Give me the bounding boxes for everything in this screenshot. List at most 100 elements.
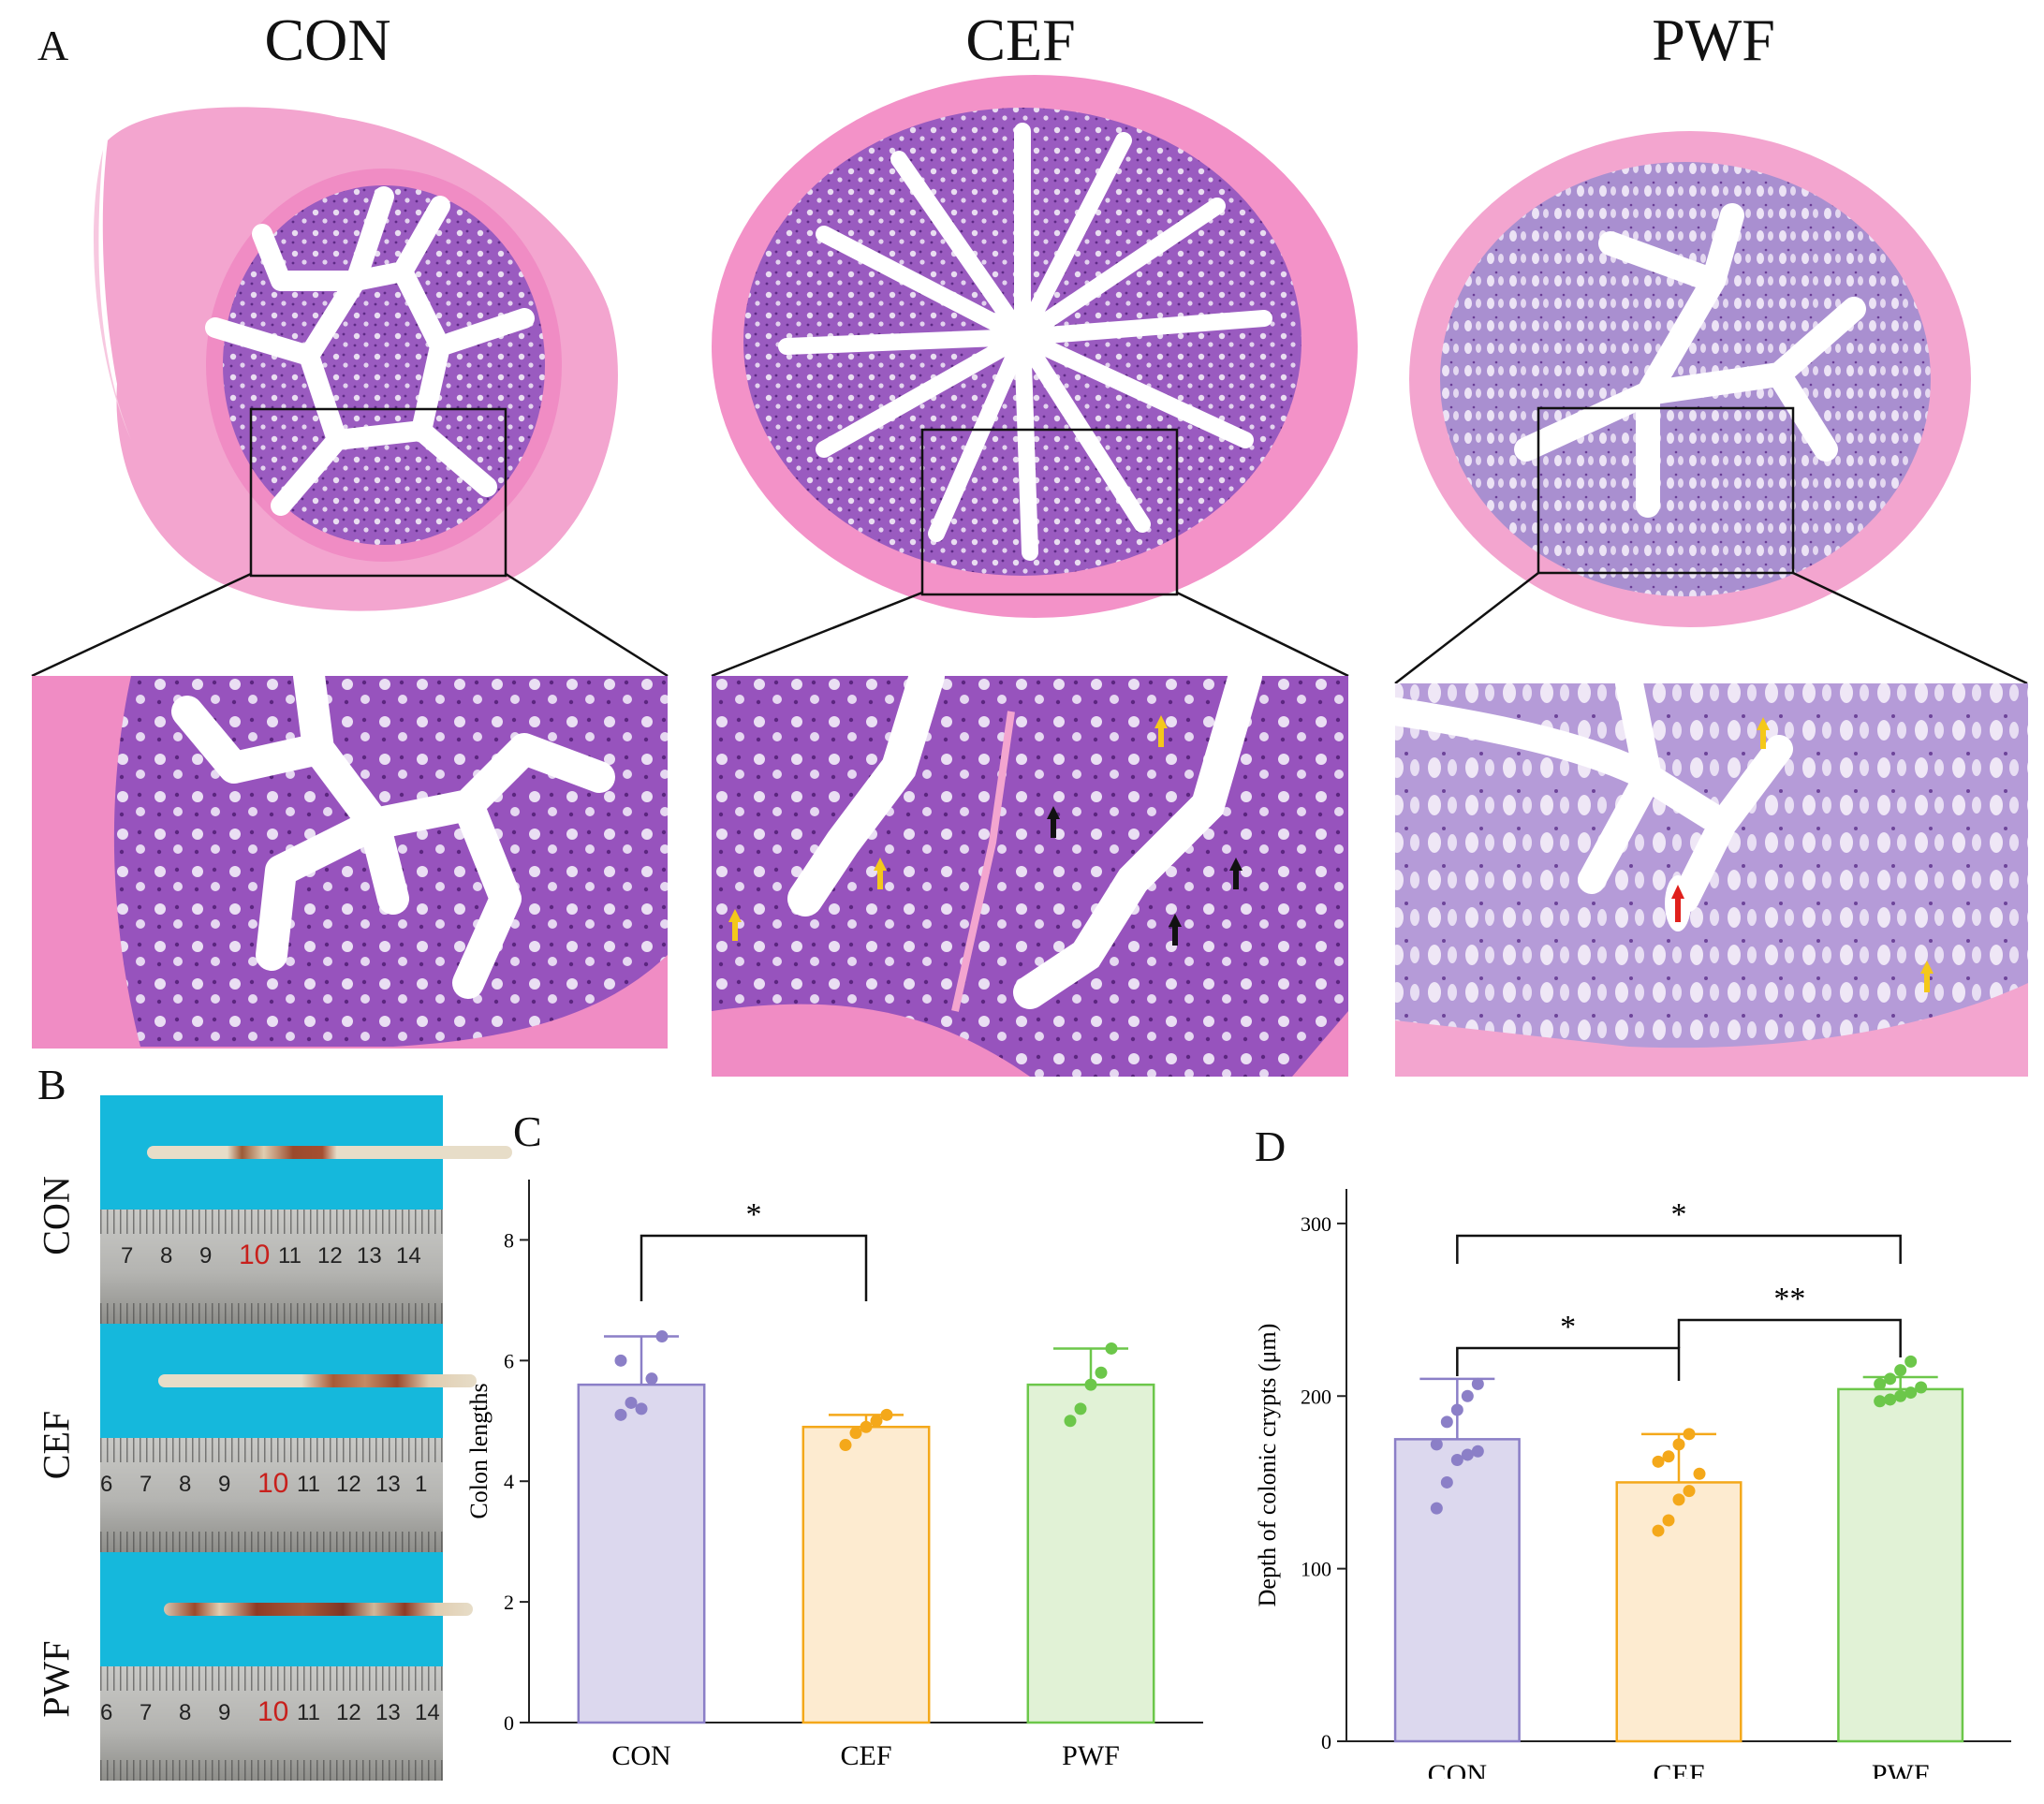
y-tick-label: 200 [1301, 1385, 1331, 1408]
data-point-con [645, 1372, 658, 1386]
ruler-number: 14 [396, 1243, 421, 1269]
ruler-number: 13 [357, 1243, 382, 1269]
data-point-con [625, 1396, 638, 1409]
data-point-pwf [1915, 1381, 1928, 1394]
y-tick-label: 6 [504, 1349, 514, 1372]
photo-label-con: CON [35, 1176, 78, 1255]
significance-label: * [1671, 1197, 1687, 1232]
data-point-cef [1652, 1455, 1665, 1468]
chart-colon-lengths: 0 2 4 6 8 Colon lengths CON CEF PWF * [465, 1180, 1203, 1769]
y-tick-label: 8 [504, 1228, 514, 1252]
data-point-pwf [1904, 1386, 1918, 1400]
x-tick-label: CON [1428, 1759, 1487, 1779]
data-point-pwf [1894, 1389, 1907, 1402]
cef-goblet-arrows [728, 715, 1243, 946]
ruler-number: 12 [336, 1472, 361, 1497]
colon-specimen [147, 1146, 512, 1159]
bar-con [1393, 1438, 1521, 1743]
data-point-pwf [1084, 1378, 1097, 1391]
histology-title-cef: CEF [965, 7, 1076, 73]
bar-con [577, 1383, 706, 1724]
data-point-con [1471, 1445, 1484, 1458]
data-point-cef [1672, 1493, 1685, 1506]
data-point-cef [1683, 1485, 1696, 1498]
significance-label: * [746, 1197, 762, 1232]
data-point-con [614, 1354, 627, 1367]
data-point-cef [870, 1415, 883, 1428]
histology-title-con: CON [264, 7, 391, 73]
data-point-con [635, 1402, 648, 1415]
colon-photo-pwf: 6 7 8 9 10 11 12 13 14 [100, 1552, 473, 1781]
x-tick-label: CEF [1653, 1759, 1704, 1779]
data-point-cef [1662, 1450, 1675, 1463]
data-point-pwf [1095, 1366, 1108, 1379]
histology-title-pwf: PWF [1652, 7, 1775, 73]
colon-specimen [164, 1603, 473, 1616]
colon-photo-con: 7 8 9 10 11 12 13 14 [100, 1095, 512, 1324]
data-point-cef [1683, 1428, 1696, 1441]
ruler-numbers: 6 7 8 9 10 11 12 13 14 [100, 1696, 443, 1738]
ruler-number: 14 [415, 1700, 440, 1725]
y-tick-label: 4 [504, 1470, 514, 1493]
data-point-con [1440, 1475, 1453, 1489]
ruler-number: 13 [375, 1472, 401, 1497]
significance-bracket [1456, 1234, 1902, 1264]
data-point-cef [1662, 1514, 1675, 1527]
ruler-number: 10 [257, 1468, 289, 1499]
data-point-con [1450, 1403, 1463, 1416]
ruler-number: 1 [415, 1472, 428, 1497]
ruler-number: 13 [375, 1700, 401, 1725]
significance-bracket [1677, 1318, 1902, 1357]
ruler-number: 7 [121, 1243, 134, 1269]
ruler-number: 8 [160, 1243, 173, 1269]
ruler-number: 11 [297, 1700, 320, 1725]
data-point-pwf [1874, 1395, 1887, 1408]
panel-b-label: B [37, 1061, 66, 1108]
data-point-pwf [1904, 1355, 1918, 1368]
data-point-cef [880, 1408, 893, 1421]
data-point-pwf [1074, 1402, 1087, 1415]
panel-a-label: A [37, 22, 69, 69]
data-point-cef [839, 1439, 852, 1452]
photo-label-pwf: PWF [35, 1640, 78, 1718]
colon-specimen [158, 1374, 477, 1387]
ruler-number: 12 [336, 1700, 361, 1725]
data-point-con [614, 1408, 627, 1421]
bar-cef [1615, 1481, 1743, 1743]
data-point-con [1430, 1438, 1443, 1451]
ruler-number: 8 [179, 1700, 192, 1725]
y-tick-label: 300 [1301, 1212, 1331, 1236]
y-axis-label: Depth of colonic crypts (μm) [1254, 1324, 1281, 1607]
data-point-cef [860, 1420, 873, 1433]
data-point-cef [1652, 1524, 1665, 1537]
data-point-con [1461, 1389, 1474, 1402]
ruler-number: 9 [218, 1472, 231, 1497]
y-tick-label: 0 [504, 1711, 514, 1735]
panel-d-label: D [1255, 1122, 1287, 1170]
pwf-overview-section [1409, 131, 1971, 627]
data-point-pwf [1894, 1364, 1907, 1377]
ruler-numbers: 7 8 9 10 11 12 13 14 [100, 1239, 443, 1281]
con-overview-section [94, 107, 618, 611]
ruler-number: 6 [100, 1472, 113, 1497]
chart-crypt-depth: 0 100 200 300 Depth of colonic crypts (μm) CO… [1254, 1189, 2011, 1779]
ruler-number: 7 [140, 1472, 153, 1497]
con-zoom-section [32, 660, 669, 1049]
data-point-con [1461, 1448, 1474, 1461]
ruler-number: 12 [317, 1243, 343, 1269]
data-point-pwf [1874, 1377, 1887, 1390]
data-point-cef [849, 1427, 862, 1440]
histology-figure [31, 75, 2028, 1077]
ruler-numbers: 6 7 8 9 10 11 12 13 1 [100, 1468, 443, 1509]
colon-photo-cef: 6 7 8 9 10 11 12 13 1 [100, 1324, 477, 1552]
ruler-number: 9 [199, 1243, 213, 1269]
zoom-connectors [31, 571, 2028, 685]
y-tick-label: 100 [1301, 1558, 1331, 1581]
data-point-con [1440, 1415, 1453, 1429]
x-tick-label: CEF [840, 1740, 891, 1769]
ruler-number: 10 [239, 1239, 271, 1270]
panel-c-label: C [513, 1107, 542, 1155]
x-tick-label: PWF [1872, 1759, 1930, 1779]
ruler-number: 10 [257, 1696, 289, 1727]
bar-pwf [1837, 1387, 1964, 1743]
